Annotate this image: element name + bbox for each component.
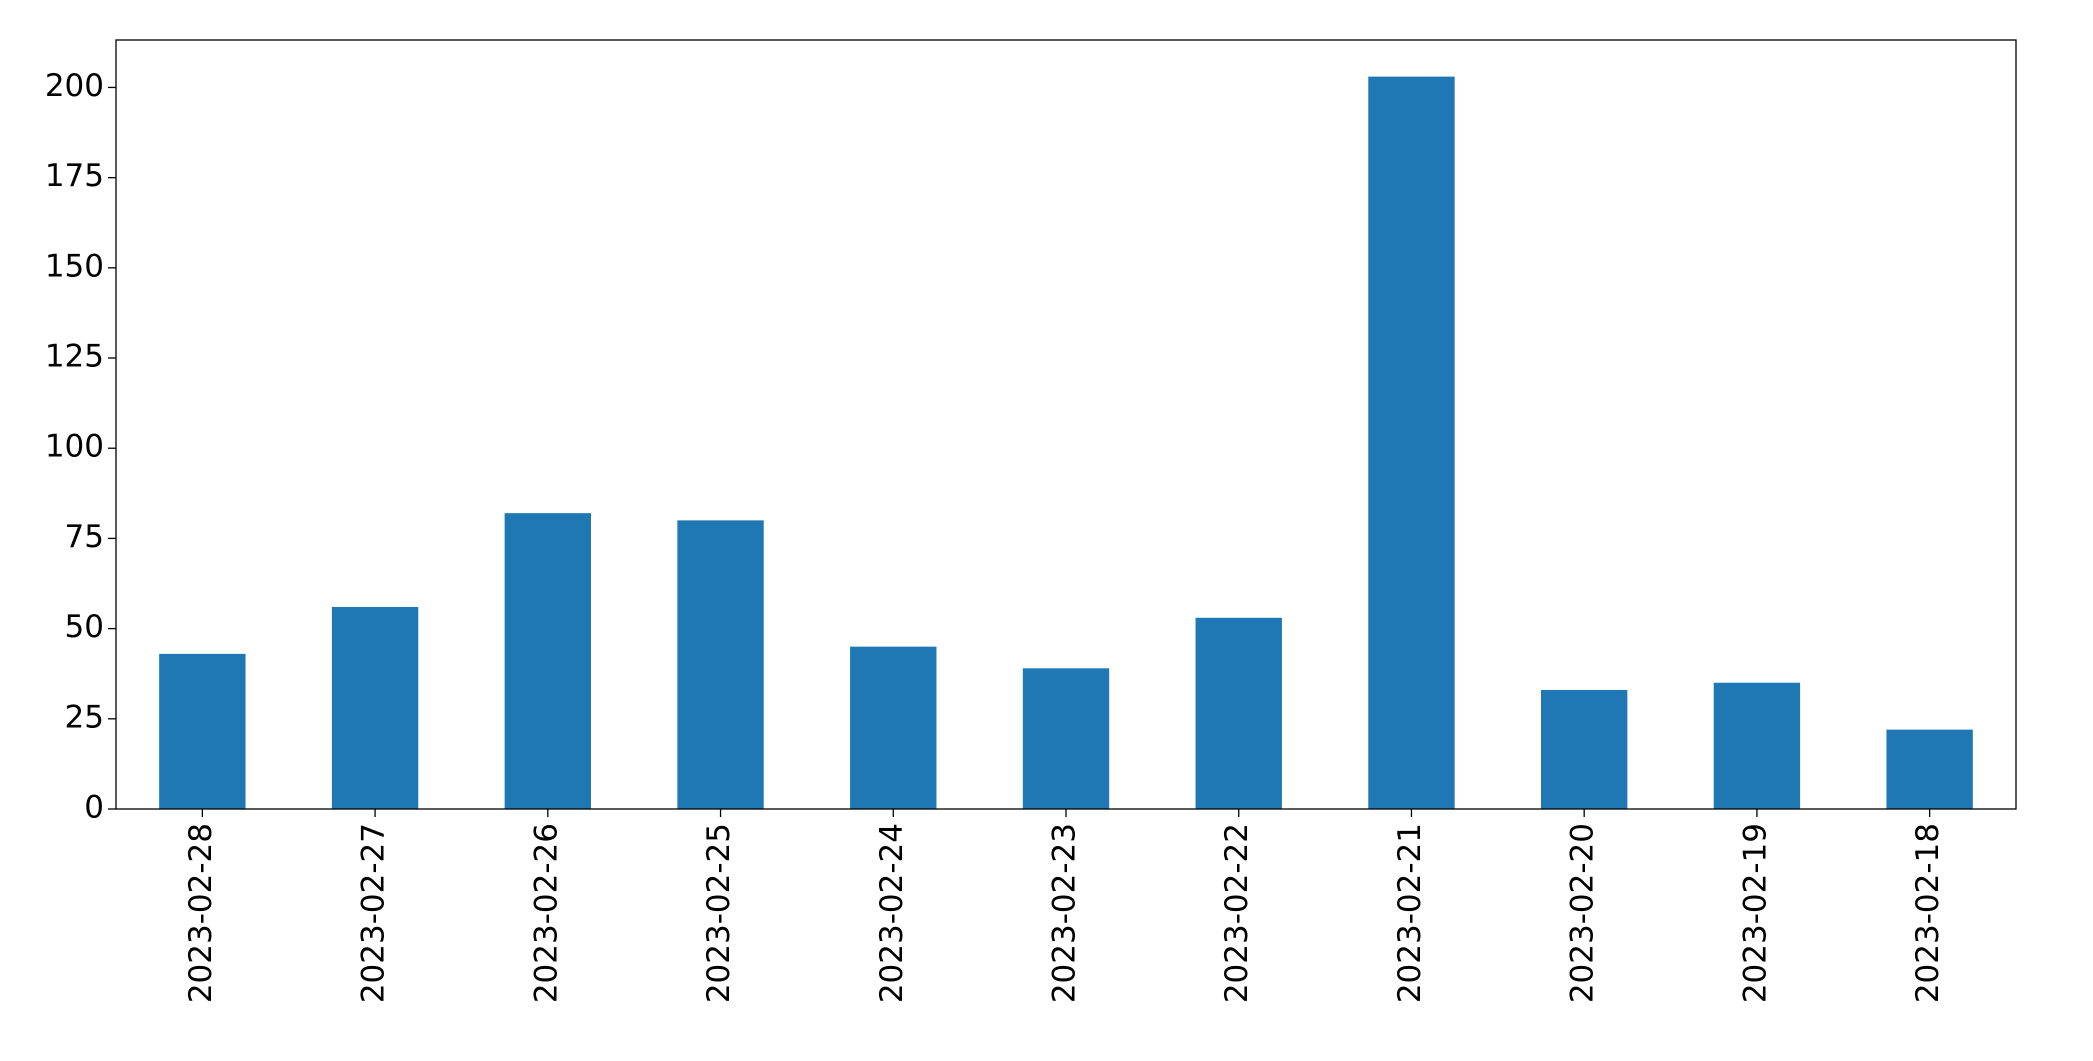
x-tick-label: 2023-02-27: [356, 823, 392, 1003]
bar: [1022, 668, 1110, 809]
bar: [677, 520, 764, 809]
x-tick-label: 2023-02-21: [1392, 823, 1428, 1003]
x-tick-label: 2023-02-25: [701, 823, 737, 1003]
x-tick-label: 2023-02-19: [1737, 823, 1773, 1003]
bar: [159, 653, 246, 809]
y-tick-label: 100: [45, 429, 104, 465]
bar: [1541, 689, 1628, 809]
bar: [1368, 76, 1455, 810]
x-tick-label: 2023-02-20: [1565, 823, 1601, 1003]
y-tick-label: 25: [65, 699, 104, 735]
bar: [850, 646, 937, 809]
x-tick-label: 2023-02-18: [1910, 823, 1946, 1003]
bar: [331, 606, 419, 809]
y-tick-label: 200: [45, 68, 104, 104]
y-tick-label: 75: [65, 519, 104, 555]
y-tick-label: 175: [45, 158, 104, 194]
x-tick-label: 2023-02-28: [183, 823, 219, 1003]
x-tick-label: 2023-02-26: [528, 823, 564, 1003]
x-tick-label: 2023-02-22: [1219, 823, 1255, 1003]
x-tick-label: 2023-02-24: [874, 823, 910, 1003]
y-tick-label: 0: [84, 790, 104, 826]
y-tick-label: 125: [45, 339, 104, 375]
plot-frame: [115, 39, 2017, 810]
y-tick-label: 150: [45, 248, 104, 284]
bar: [1195, 617, 1282, 809]
bar: [1886, 729, 1973, 809]
y-tick-label: 50: [65, 609, 104, 645]
bar: [504, 513, 591, 809]
x-tick-label: 2023-02-23: [1047, 823, 1083, 1003]
bar: [1713, 682, 1801, 809]
